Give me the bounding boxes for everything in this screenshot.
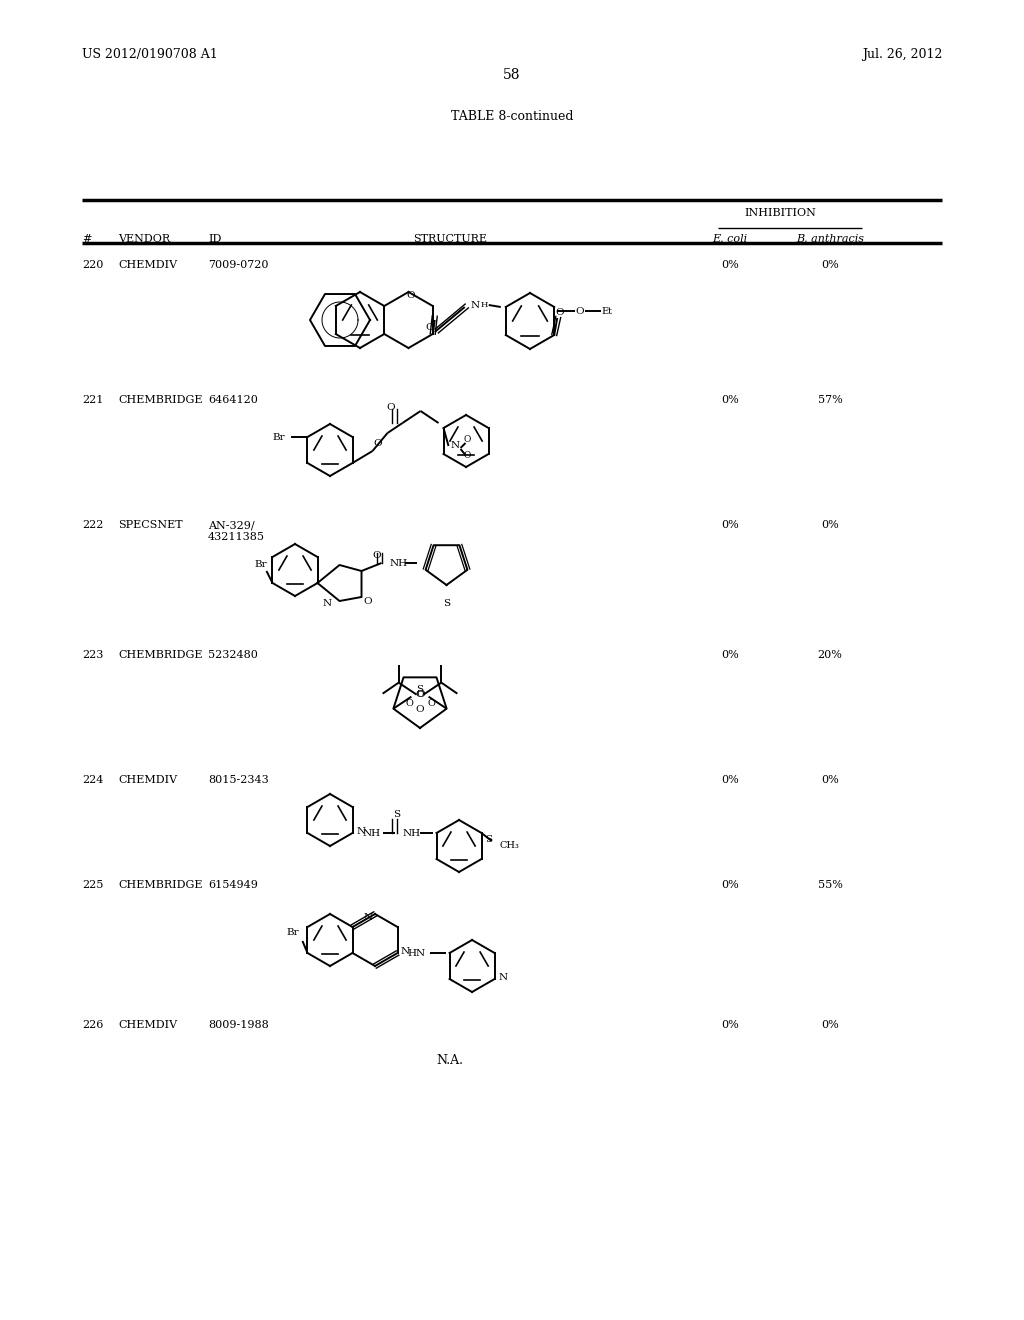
Text: 225: 225 [82,880,103,890]
Text: SPECSNET: SPECSNET [118,520,182,531]
Text: US 2012/0190708 A1: US 2012/0190708 A1 [82,48,218,61]
Text: INHIBITION: INHIBITION [744,209,816,218]
Text: 0%: 0% [721,260,739,271]
Text: 57%: 57% [817,395,843,405]
Text: O: O [407,290,415,300]
Text: Br: Br [272,433,286,441]
Text: 222: 222 [82,520,103,531]
Text: HN: HN [408,949,426,957]
Text: N: N [356,826,366,836]
Text: 6154949: 6154949 [208,880,258,890]
Text: 221: 221 [82,395,103,405]
Text: 0%: 0% [721,1020,739,1030]
Text: O: O [416,690,424,700]
Text: 58: 58 [503,69,521,82]
Text: 20%: 20% [817,649,843,660]
Text: O: O [364,598,372,606]
Text: S: S [485,834,493,843]
Text: 7009-0720: 7009-0720 [208,260,268,271]
Text: CHEMBRIDGE: CHEMBRIDGE [118,880,203,890]
Text: CHEMBRIDGE: CHEMBRIDGE [118,395,203,405]
Text: 8015-2343: 8015-2343 [208,775,268,785]
Text: #: # [82,234,91,244]
Text: O: O [373,438,382,447]
Text: O: O [372,550,381,560]
Text: O: O [575,306,584,315]
Text: O: O [416,690,425,700]
Text: 224: 224 [82,775,103,785]
Text: CHEMDIV: CHEMDIV [118,1020,177,1030]
Text: ID: ID [208,234,221,244]
Text: 223: 223 [82,649,103,660]
Text: E. coli: E. coli [713,234,748,244]
Text: O: O [464,451,471,461]
Text: 5232480: 5232480 [208,649,258,660]
Text: Jul. 26, 2012: Jul. 26, 2012 [861,48,942,61]
Text: 220: 220 [82,260,103,271]
Text: N: N [364,913,373,923]
Text: O: O [416,705,424,714]
Text: VENDOR: VENDOR [118,234,170,244]
Text: 0%: 0% [721,649,739,660]
Text: N: N [400,946,410,956]
Text: 0%: 0% [821,520,839,531]
Text: 0%: 0% [721,775,739,785]
Text: CHEMBRIDGE: CHEMBRIDGE [118,649,203,660]
Text: O: O [428,700,436,709]
Text: STRUCTURE: STRUCTURE [413,234,487,244]
Text: 0%: 0% [821,260,839,271]
Text: 8009-1988: 8009-1988 [208,1020,268,1030]
Text: 6464120: 6464120 [208,395,258,405]
Text: S: S [443,599,451,609]
Text: TABLE 8-continued: TABLE 8-continued [451,110,573,123]
Text: NH: NH [362,829,381,837]
Text: O: O [406,700,414,709]
Text: N.A.: N.A. [436,1053,464,1067]
Text: NH: NH [402,829,421,837]
Text: CHEMDIV: CHEMDIV [118,260,177,271]
Text: B. anthracis: B. anthracis [796,234,864,244]
Text: 0%: 0% [821,775,839,785]
Text: 226: 226 [82,1020,103,1030]
Text: 0%: 0% [721,395,739,405]
Text: Et: Et [601,306,612,315]
Text: Br: Br [255,560,267,569]
Text: S: S [393,810,400,818]
Text: CH₃: CH₃ [500,841,519,850]
Text: 0%: 0% [821,1020,839,1030]
Text: O: O [386,403,395,412]
Text: O: O [464,436,471,445]
Text: N: N [499,973,508,982]
Text: N: N [451,441,460,450]
Text: N: N [471,301,480,309]
Text: CHEMDIV: CHEMDIV [118,775,177,785]
Text: 0%: 0% [721,520,739,531]
Text: 55%: 55% [817,880,843,890]
Text: O: O [555,308,563,317]
Text: Br: Br [287,928,299,937]
Text: AN-329/
43211385: AN-329/ 43211385 [208,520,265,541]
Text: N: N [323,598,332,607]
Text: O: O [426,322,434,331]
Text: H: H [480,301,488,309]
Text: NH: NH [389,558,408,568]
Text: 0%: 0% [721,880,739,890]
Text: S: S [417,685,424,694]
